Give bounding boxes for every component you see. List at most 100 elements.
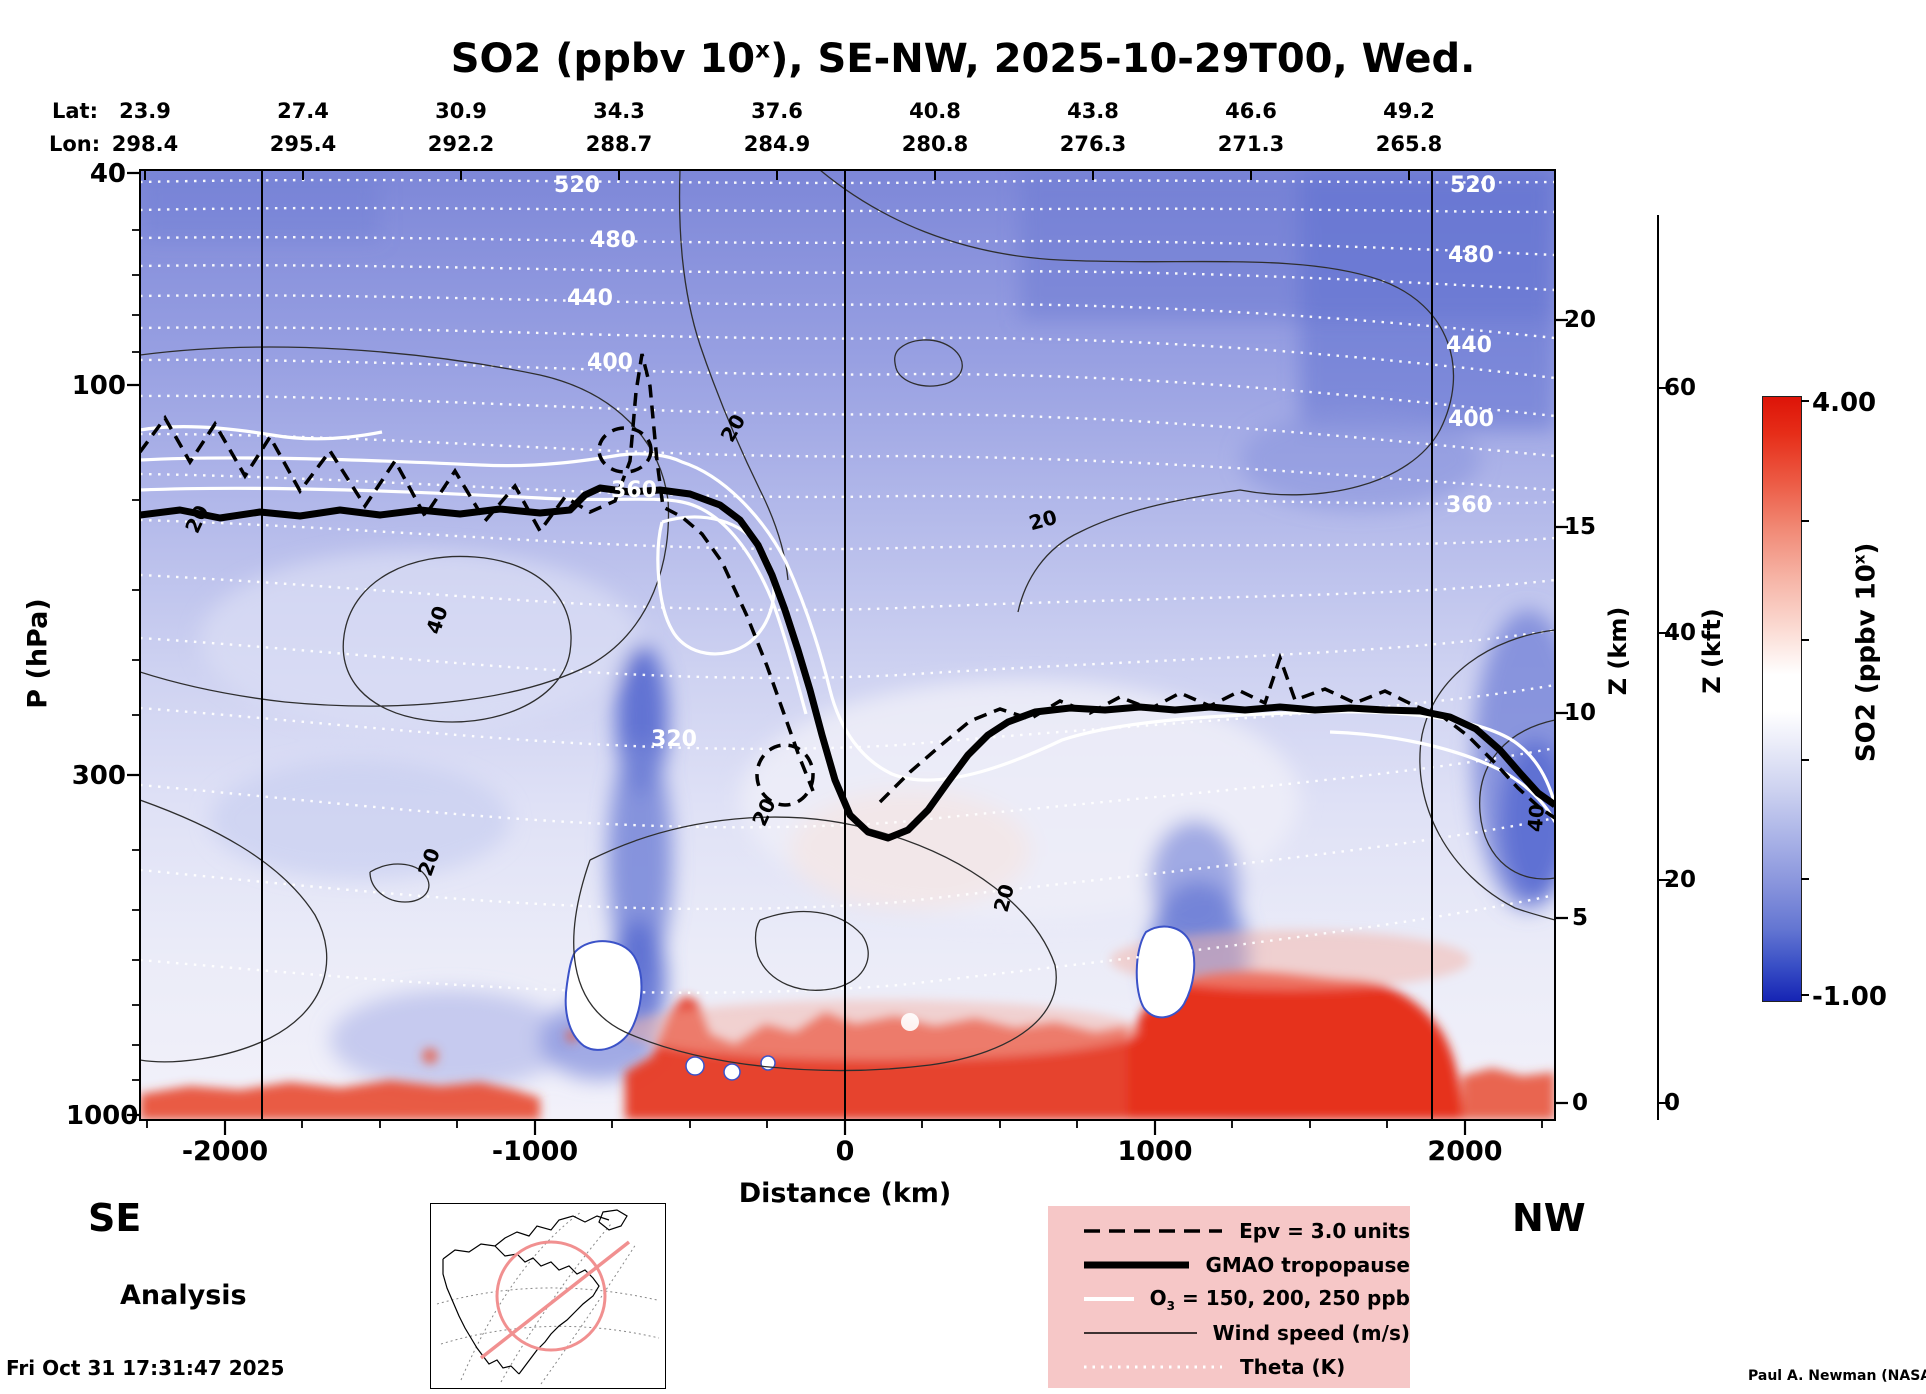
z-kft-tick: 40 <box>1664 620 1697 646</box>
tropopause-line <box>140 484 1555 842</box>
legend-label: Theta (K) <box>1240 1355 1346 1379</box>
dashed-line-sample <box>1084 1229 1222 1233</box>
coastline <box>442 1209 628 1375</box>
blue-patch <box>1240 410 1480 510</box>
lat-value: 37.6 <box>751 99 803 123</box>
colorbar-title-sup: x <box>1850 554 1869 565</box>
p-axis-title: P (hPa) <box>22 598 54 709</box>
theta-label: 360 <box>611 478 657 503</box>
boundary-layer-so2 <box>140 930 1555 1120</box>
legend-o3-sub: 3 <box>1166 1298 1176 1313</box>
lat-value: 30.9 <box>435 99 487 123</box>
p-tick: 100 <box>71 371 126 401</box>
colorbar-title-suffix: ) <box>1851 542 1882 555</box>
legend-o3-suffix: = 150, 200, 250 ppb <box>1175 1285 1410 1310</box>
z-km-tick: 5 <box>1571 905 1588 931</box>
map-inset-graphic <box>436 1209 660 1385</box>
cross-section-plot <box>127 169 1670 1135</box>
x-axis-minor-ticks <box>146 1120 1543 1128</box>
thin-line-sample <box>1084 1332 1197 1334</box>
wind-speed-contours <box>140 170 1555 1072</box>
legend-item-wind: Wind speed (m/s) <box>1048 1316 1410 1350</box>
colorbar-tick <box>1801 759 1809 761</box>
section-marker-lines <box>261 170 1433 1120</box>
wind-label: 40 <box>1522 803 1550 833</box>
light-blue-patch <box>210 760 510 880</box>
z-km-axis-ticks <box>1555 318 1568 1105</box>
z-km-axis-title: Z (km) <box>1604 606 1632 696</box>
p-tick: 300 <box>71 761 126 791</box>
white-hole <box>685 1056 705 1076</box>
colorbar-tick <box>1801 639 1809 641</box>
x-tick: 0 <box>835 1136 855 1167</box>
p-axis-major-ticks <box>127 171 140 1117</box>
legend-item-o3: O3 = 150, 200, 250 ppb <box>1048 1282 1410 1316</box>
colorbar-tick <box>1801 994 1809 996</box>
timestamp: Fri Oct 31 17:31:47 2025 <box>6 1356 285 1380</box>
theta-label: 400 <box>587 350 633 375</box>
lon-value: 288.7 <box>585 132 653 156</box>
epv-closed-contour <box>597 426 653 474</box>
legend-label: Epv = 3.0 units <box>1239 1219 1410 1243</box>
so2-field <box>140 170 1555 1120</box>
legend-label: O3 = 150, 200, 250 ppb <box>1150 1286 1410 1313</box>
p-tick: 1000 <box>66 1101 139 1131</box>
colorbar <box>1762 396 1802 1002</box>
z-kft-tick: 0 <box>1664 1090 1681 1116</box>
white-hole <box>1135 925 1196 1019</box>
legend-item-theta: Theta (K) <box>1048 1350 1410 1384</box>
colorbar-title-prefix: SO2 (ppbv 10 <box>1851 564 1882 763</box>
colorbar-tick <box>1801 400 1809 402</box>
z-km-tick: 0 <box>1571 1090 1588 1116</box>
transect-circle <box>495 1240 607 1352</box>
colorbar-tick <box>1801 878 1809 880</box>
theta-label: 360 <box>1446 493 1492 518</box>
theta-label: 440 <box>567 286 613 311</box>
lat-value: 34.3 <box>593 99 645 123</box>
lon-axis-label: Lon: <box>49 132 101 156</box>
x-tick: 1000 <box>1117 1136 1193 1167</box>
lon-value: 298.4 <box>111 132 179 156</box>
theta-label: 480 <box>1448 243 1494 268</box>
so2-field-patches <box>140 170 1555 1110</box>
colorbar-min: -1.00 <box>1812 982 1887 1012</box>
legend-item-tropopause: GMAO tropopause <box>1048 1248 1410 1282</box>
red-spot <box>422 1048 438 1064</box>
z-kft-tick: 60 <box>1664 375 1697 401</box>
p-tick: 40 <box>89 159 126 189</box>
plot-frame <box>139 169 1556 1121</box>
dotted-line-sample <box>1084 1365 1222 1369</box>
pink-fringe <box>1110 930 1470 990</box>
light-blue-patch <box>330 990 570 1090</box>
white-hole <box>723 1063 741 1081</box>
light-patch <box>200 550 640 730</box>
low-so2-holes <box>564 925 1196 1081</box>
o3-contours <box>140 425 1555 823</box>
lon-value: 276.3 <box>1059 132 1127 156</box>
white-line-sample <box>1084 1297 1134 1301</box>
theta-label: 400 <box>1448 407 1494 432</box>
legend-label: GMAO tropopause <box>1205 1253 1410 1277</box>
lon-value: 292.2 <box>427 132 495 156</box>
lon-value: 280.8 <box>901 132 969 156</box>
transect-line <box>479 1240 631 1360</box>
z-kft-axis <box>1657 215 1670 1120</box>
lat-value: 49.2 <box>1383 99 1435 123</box>
legend: Epv = 3.0 units GMAO tropopause O3 = 150… <box>1048 1206 1410 1388</box>
z-kft-axis-title: Z (kft) <box>1698 608 1726 694</box>
thick-line-sample <box>1084 1261 1190 1269</box>
z-kft-tick: 20 <box>1664 867 1697 893</box>
x-tick: -1000 <box>491 1136 579 1167</box>
theta-label: 520 <box>1450 173 1496 198</box>
dark-blue-patch <box>1300 170 1555 430</box>
top-axis-ticks <box>144 170 1410 180</box>
chart-title-suffix: ), SE-NW, 2025-10-29T00, Wed. <box>770 36 1476 82</box>
theta-label: 440 <box>1446 333 1492 358</box>
lat-axis-label: Lat: <box>52 99 98 123</box>
x-axis-title: Distance (km) <box>738 1178 952 1209</box>
corner-label-se: SE <box>88 1196 142 1240</box>
lat-value: 23.9 <box>119 99 171 123</box>
lon-value: 271.3 <box>1217 132 1285 156</box>
credit: Paul A. Newman (NASA <box>1748 1368 1926 1384</box>
